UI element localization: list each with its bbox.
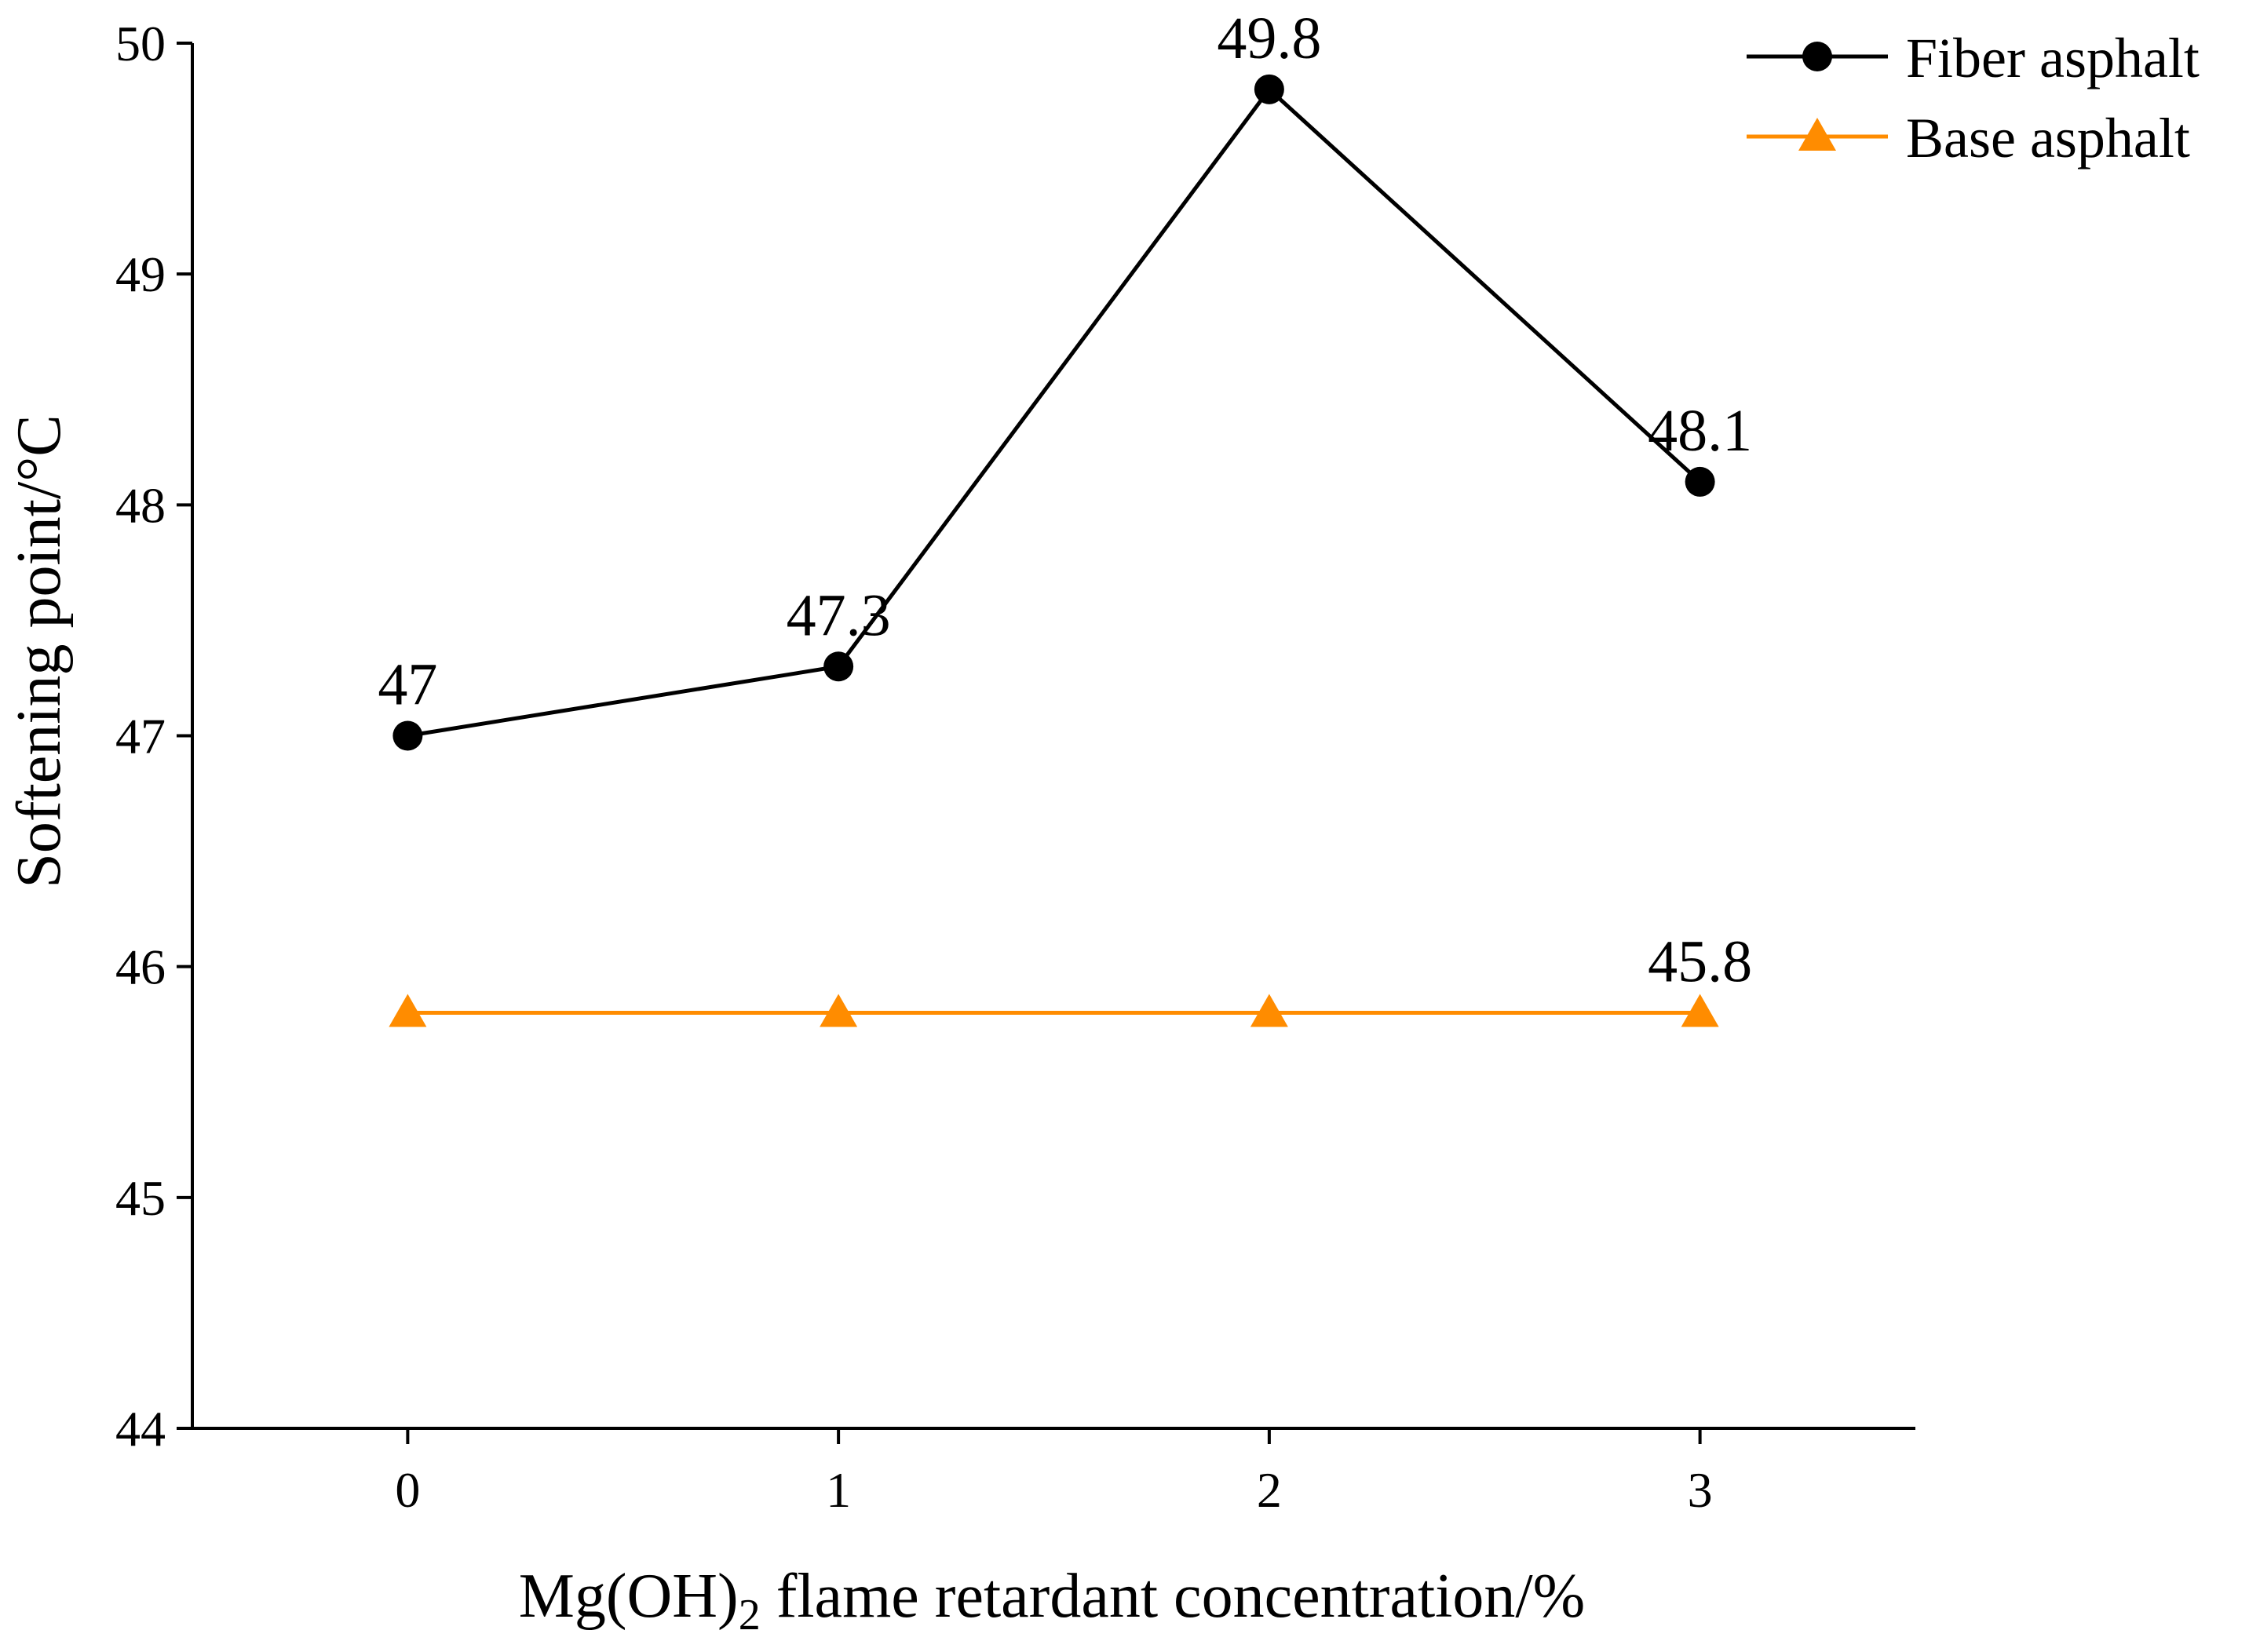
x-axis-title-rest: flame retardant concentration/%	[761, 1562, 1586, 1631]
x-axis-title-subscript: 2	[739, 1591, 761, 1639]
series-line-fiber-asphalt	[407, 86, 1702, 738]
x-axis-ticks: 0 1 2 3	[395, 1428, 1713, 1518]
axes	[191, 43, 1915, 1430]
series-layer	[389, 74, 1719, 1027]
y-tick-label: 44	[115, 1401, 166, 1457]
x-axis-title: Mg(OH)2 flame retardant concentration/%	[519, 1562, 1586, 1639]
y-tick-label: 47	[115, 709, 166, 764]
legend-marker-fiber-asphalt	[1802, 42, 1832, 71]
data-point-fiber-asphalt	[823, 651, 854, 682]
legend-item-fiber-asphalt: Fiber asphalt	[1747, 27, 2200, 89]
legend-label-base-asphalt: Base asphalt	[1906, 107, 2190, 170]
legend-marker-base-asphalt	[1798, 118, 1836, 151]
y-axis-ticks: 44 45 46 47 48 49 50	[115, 16, 192, 1457]
data-point-fiber-asphalt	[1254, 74, 1284, 104]
y-tick-label: 50	[115, 16, 166, 71]
data-label-fiber-asphalt: 47	[378, 652, 437, 718]
x-tick-label: 0	[395, 1462, 420, 1518]
legend-label-fiber-asphalt: Fiber asphalt	[1906, 27, 2200, 89]
x-tick-label: 1	[826, 1462, 851, 1518]
series-fiber-asphalt	[392, 74, 1715, 751]
data-point-fiber-asphalt	[1685, 466, 1715, 497]
data-label-fiber-asphalt: 49.8	[1217, 5, 1321, 71]
data-label-base-asphalt: 45.8	[1648, 929, 1752, 995]
data-label-fiber-asphalt: 48.1	[1648, 398, 1752, 464]
y-tick-label: 45	[115, 1170, 166, 1226]
data-point-base-asphalt	[1250, 994, 1288, 1027]
data-label-fiber-asphalt: 47.3	[787, 582, 891, 648]
data-point-fiber-asphalt	[392, 720, 423, 751]
x-tick-label: 3	[1688, 1462, 1713, 1518]
data-point-base-asphalt	[820, 994, 858, 1027]
data-point-base-asphalt	[389, 994, 427, 1027]
series-base-asphalt	[389, 994, 1719, 1027]
legend: Fiber asphalt Base asphalt	[1747, 27, 2200, 170]
x-tick-label: 2	[1257, 1462, 1282, 1518]
y-tick-label: 46	[115, 939, 166, 995]
y-tick-label: 48	[115, 477, 166, 533]
x-axis-title-main: Mg(OH)	[519, 1562, 739, 1631]
data-labels-layer: 47 47.3 49.8 48.1 45.8	[378, 5, 1752, 995]
y-axis-title: Softening point/°C	[5, 414, 74, 888]
data-point-base-asphalt	[1681, 994, 1719, 1027]
y-tick-label: 49	[115, 246, 166, 302]
legend-item-base-asphalt: Base asphalt	[1747, 107, 2190, 170]
